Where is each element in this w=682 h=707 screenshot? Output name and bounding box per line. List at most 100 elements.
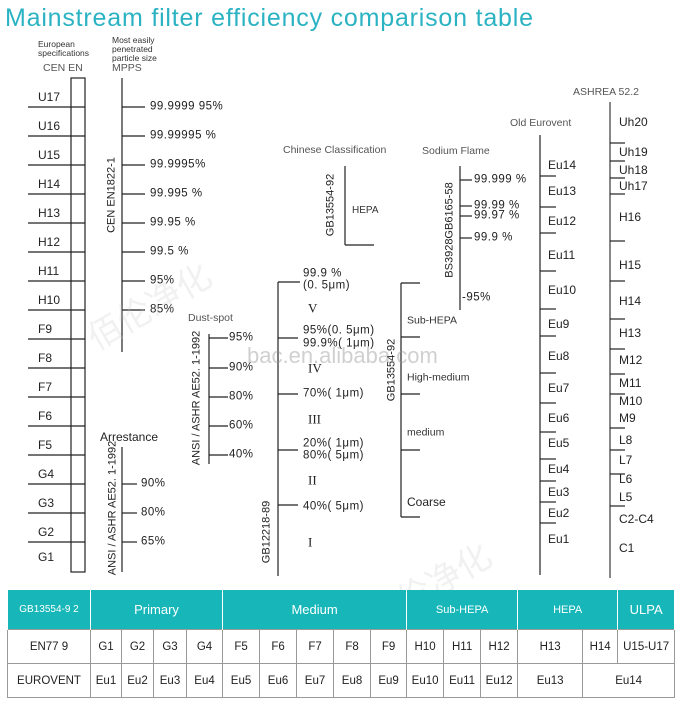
gb13554-class: medium	[407, 426, 445, 439]
dust-spot-value: 60%	[229, 419, 254, 432]
mpps-value: 99.5 %	[150, 245, 189, 258]
arrestance-value: 90%	[141, 477, 166, 490]
gb12218-value: 70%( 1μm)	[303, 387, 364, 400]
old-eurovent-class: Eu5	[548, 436, 570, 450]
table-cell: H12	[480, 629, 519, 664]
cen-en-class: U15	[38, 148, 61, 162]
mpps-value: 99.95 %	[150, 216, 196, 229]
header-ulpa: ULPA	[617, 590, 676, 630]
gb13554-class: Coarse	[407, 495, 446, 509]
mpps-standard-label: CEN EN1822-1	[105, 157, 118, 233]
ashrae-class: M12	[619, 353, 643, 367]
mpps-value: 85%	[150, 303, 175, 316]
gb12218-value: (0. 5μm)	[303, 279, 351, 292]
ashrae-class: H14	[619, 294, 642, 308]
arrestance-standard-label: ANSI / ASHR AE52. 1-1992	[106, 440, 119, 576]
cen-en-class: U16	[38, 119, 61, 133]
old-eurovent-heading: Old Eurovent	[510, 117, 572, 129]
ashrae-class: Uh17	[619, 179, 648, 193]
row-label: EUROVENT	[7, 663, 91, 698]
sodium-value: 99.999 %	[474, 173, 527, 186]
cen-en-class: H11	[38, 264, 60, 278]
table-cell: Eu7	[296, 663, 335, 698]
table-cell: F5	[222, 629, 261, 664]
ashrae-heading: ASHREA 52.2	[573, 86, 639, 98]
cen-en-class: U17	[38, 90, 61, 104]
comparison-table: GB13554-9 2 Primary Medium Sub-HEPA HEPA…	[7, 590, 676, 698]
table-header-row: GB13554-9 2 Primary Medium Sub-HEPA HEPA…	[7, 590, 676, 630]
dust-spot-standard-label: ANSI / ASHR AE52. 1-1992	[190, 330, 203, 466]
gb12218-grade: V	[308, 300, 318, 316]
arrestance-value: 65%	[141, 535, 166, 548]
gb12218-value: 99.9 %	[303, 267, 342, 280]
gb13554-class: High-medium	[407, 371, 470, 384]
header-medium: Medium	[222, 590, 408, 630]
gb12218-standard-label: GB12218-89	[260, 500, 273, 564]
old-eurovent-class: Eu7	[548, 381, 570, 395]
gb12218-grade: IV	[308, 360, 322, 376]
gb12218-value: 80%( 5μm)	[303, 449, 364, 462]
table-cell: Eu8	[333, 663, 372, 698]
table-cell: Eu10	[406, 663, 445, 698]
cen-en-class: G4	[38, 467, 55, 481]
header-primary: Primary	[89, 590, 224, 630]
mpps-value: 99.9995%	[150, 158, 206, 171]
table-cell: F6	[259, 629, 298, 664]
cen-en-class: G1	[38, 550, 55, 564]
gb12218-grade: II	[308, 472, 317, 488]
sodium-heading: Sodium Flame	[422, 145, 490, 157]
ashrae-class: L8	[619, 433, 633, 447]
old-eurovent-class: Eu12	[548, 214, 577, 228]
old-eurovent-class: Eu13	[548, 184, 577, 198]
table-cell: G4	[185, 629, 224, 664]
table-cell: Eu13	[517, 663, 584, 698]
header-sub-hepa: Sub-HEPA	[406, 590, 519, 630]
mpps-subheading: MPPS	[112, 62, 142, 74]
cen-en-class: F7	[38, 380, 53, 394]
header-hepa: HEPA	[517, 590, 619, 630]
header-gb: GB13554-9 2	[7, 590, 91, 630]
cen-en-class: F9	[38, 322, 53, 336]
gb12218-value: 40%( 5μm)	[303, 500, 364, 513]
sodium-value: 99.99 %	[474, 199, 520, 212]
dust-spot-heading: Dust-spot	[188, 312, 233, 324]
arrestance-value: 80%	[141, 506, 166, 519]
cen-en-class: H10	[38, 293, 61, 307]
gb12218-value: 20%( 1μm)	[303, 437, 364, 450]
sodium-value: -95%	[462, 291, 491, 304]
ashrae-class: L6	[619, 472, 633, 486]
table-cell: U15-U17	[617, 629, 676, 664]
dust-spot-value: 80%	[229, 390, 254, 403]
old-eurovent-class: Eu11	[548, 248, 576, 262]
cen-en-class: G3	[38, 496, 55, 510]
table-cell: H14	[582, 629, 619, 664]
cen-en-class: F6	[38, 409, 53, 423]
ashrae-class: M11	[619, 376, 642, 390]
table-cell: Eu5	[222, 663, 261, 698]
table-cell: Eu9	[370, 663, 408, 698]
gb12218-value: 95%(0. 5μm)	[303, 324, 375, 337]
old-eurovent-class: Eu4	[548, 462, 570, 476]
cen-en-class: H14	[38, 177, 61, 191]
cen-en-class: G2	[38, 525, 55, 539]
row-label: EN77 9	[7, 629, 91, 664]
mpps-value: 95%	[150, 274, 175, 287]
ashrae-class: M10	[619, 394, 643, 408]
ashrae-class: L5	[619, 490, 633, 504]
ashrae-class: H16	[619, 210, 642, 224]
chinese-hepa-label: HEPA	[352, 204, 379, 216]
dust-spot-value: 40%	[229, 448, 254, 461]
mpps-value: 99.9999 95%	[150, 100, 224, 113]
old-eurovent-class: Eu1	[548, 532, 570, 546]
ashrae-class: C1	[619, 541, 635, 555]
table-cell: Eu3	[153, 663, 187, 698]
gb13554-class: Sub-HEPA	[407, 314, 457, 327]
cen-en-class: H13	[38, 206, 61, 220]
table-cell: G3	[153, 629, 187, 664]
table-row-eurovent: EUROVENT Eu1 Eu2 Eu3 Eu4 Eu5 Eu6 Eu7 Eu8 Eu9 Eu10…	[7, 663, 676, 698]
table-cell: G1	[90, 629, 122, 664]
table-cell: F8	[333, 629, 372, 664]
chinese-heading: Chinese Classification	[283, 144, 387, 156]
